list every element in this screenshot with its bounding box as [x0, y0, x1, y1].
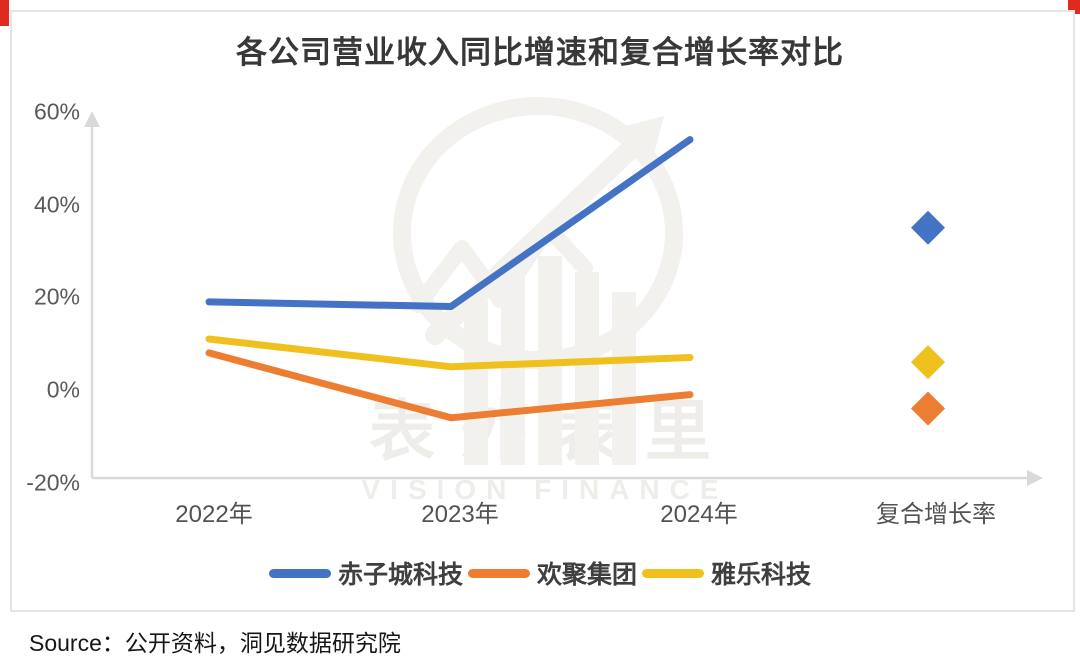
- y-tick-label: -20%: [26, 469, 80, 496]
- legend-item-0: 赤子城科技: [268, 555, 463, 591]
- watermark-en-text: VISION FINANCE: [361, 474, 729, 505]
- y-tick-label: 60%: [33, 98, 80, 125]
- y-tick-label: 20%: [33, 283, 80, 310]
- y-tick-label: 40%: [33, 191, 80, 217]
- legend-item-2: 雅乐科技: [642, 555, 811, 591]
- legend-swatch-icon: [642, 568, 704, 578]
- y-tick-label: 0%: [46, 376, 80, 403]
- red-corner-mark-left: [0, 0, 9, 26]
- source-text: 公开资料，洞见数据研究院: [124, 630, 401, 656]
- x-tick-label: 2022年: [175, 501, 253, 528]
- watermark-cn-text: 表外表里: [369, 394, 737, 468]
- legend-swatch-icon: [268, 568, 331, 578]
- x-tick-label: 2024年: [660, 501, 738, 528]
- legend-label: 雅乐科技: [711, 561, 812, 589]
- legend: 赤子城科技 欢聚集团 雅乐科技: [0, 555, 1080, 591]
- legend-label: 欢聚集团: [536, 561, 637, 589]
- chart-title: 各公司营业收入同比增速和复合增长率对比: [236, 35, 844, 70]
- legend-swatch-icon: [467, 568, 530, 578]
- x-tick-label: 2023年: [421, 501, 499, 528]
- legend-label: 赤子城科技: [337, 561, 463, 589]
- cagr-tick-label: 复合增长率: [876, 501, 996, 528]
- source-line: Source：公开资料，洞见数据研究院: [29, 624, 401, 656]
- source-label: Source：: [29, 630, 125, 656]
- legend-item-1: 欢聚集团: [467, 555, 637, 591]
